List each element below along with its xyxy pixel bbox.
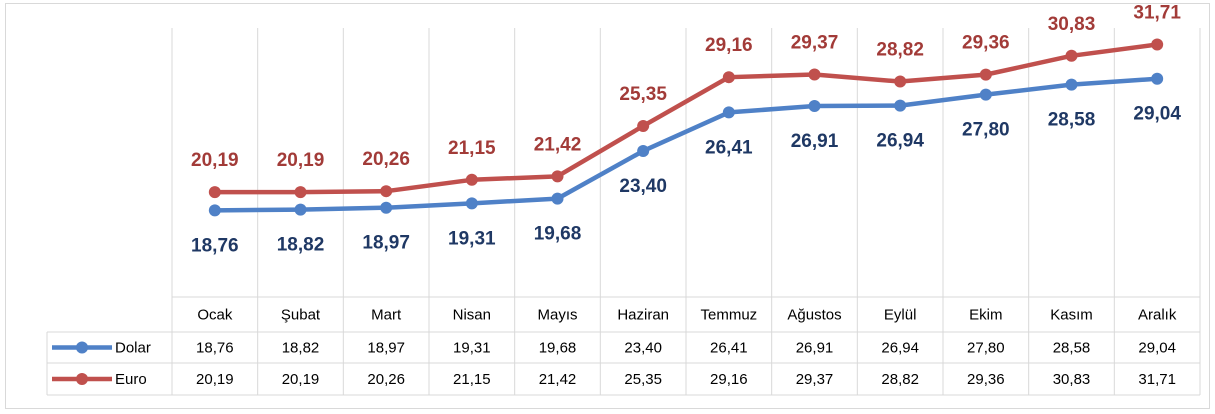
marker: [637, 119, 650, 132]
data-label: 26,91: [791, 131, 839, 152]
data-label: 29,16: [705, 35, 753, 56]
marker: [637, 144, 650, 157]
table-value: 20,19: [282, 371, 320, 388]
marker: [465, 197, 478, 210]
category-label: Aralık: [1138, 306, 1177, 323]
marker: [380, 201, 393, 214]
marker: [1065, 49, 1078, 62]
marker: [808, 100, 821, 113]
table-value: 28,82: [881, 371, 919, 388]
table-value: 26,91: [796, 339, 834, 356]
category-label: Ocak: [197, 306, 233, 323]
data-label: 19,31: [448, 228, 496, 249]
marker: [465, 173, 478, 186]
category-label: Mayıs: [537, 306, 577, 323]
series-line: [214, 76, 1158, 213]
data-label: 29,04: [1133, 104, 1181, 125]
marker: [294, 186, 307, 199]
data-label: 29,37: [791, 33, 839, 54]
data-label: 23,40: [619, 176, 667, 197]
data-label: 30,83: [1048, 14, 1096, 35]
table-value: 29,16: [710, 371, 748, 388]
category-label: Eylül: [884, 306, 917, 323]
table-value: 21,42: [539, 371, 577, 388]
table-value: 18,76: [196, 339, 234, 356]
table-value: 20,26: [367, 371, 405, 388]
legend-label: Dolar: [115, 339, 151, 356]
marker: [722, 71, 735, 84]
category-label: Nisan: [453, 306, 491, 323]
data-label: 20,26: [362, 149, 410, 170]
marker: [1065, 78, 1078, 91]
table-value: 21,15: [453, 371, 491, 388]
data-label: 18,82: [277, 235, 325, 256]
marker: [1151, 38, 1164, 51]
category-label: Haziran: [617, 306, 669, 323]
series-line: [214, 42, 1158, 195]
marker: [208, 204, 221, 217]
marker: [551, 170, 564, 183]
table-value: 19,31: [453, 339, 491, 356]
marker: [894, 75, 907, 88]
marker: [551, 192, 564, 205]
table-value: 25,35: [624, 371, 662, 388]
table-value: 28,58: [1053, 339, 1091, 356]
table-value: 26,41: [710, 339, 748, 356]
table-value: 20,19: [196, 371, 234, 388]
data-label: 20,19: [277, 150, 325, 171]
table-value: 23,40: [624, 339, 662, 356]
data-label: 21,42: [534, 134, 582, 155]
data-label: 25,35: [619, 84, 667, 105]
data-label: 18,97: [362, 233, 410, 254]
category-label: Ekim: [969, 306, 1002, 323]
marker: [979, 88, 992, 101]
marker: [380, 185, 393, 198]
marker: [722, 106, 735, 119]
data-label: 31,71: [1133, 3, 1181, 24]
legend-marker: [76, 341, 88, 354]
category-label: Kasım: [1050, 306, 1093, 323]
legend-marker: [76, 373, 88, 385]
data-label: 26,94: [876, 131, 924, 152]
table-value: 19,68: [539, 339, 577, 356]
table-value: 30,83: [1053, 371, 1091, 388]
marker: [208, 186, 221, 199]
data-label: 28,82: [876, 40, 924, 61]
data-label: 26,41: [705, 137, 753, 158]
marker: [979, 68, 992, 81]
category-label: Şubat: [281, 306, 321, 323]
data-label: 28,58: [1048, 110, 1096, 131]
data-label: 19,68: [534, 224, 582, 245]
legend-label: Euro: [115, 371, 147, 388]
data-label: 27,80: [962, 120, 1010, 141]
table-value: 29,36: [967, 371, 1005, 388]
table-value: 18,82: [282, 339, 320, 356]
data-label: 29,36: [962, 33, 1010, 54]
marker: [294, 203, 307, 216]
table-value: 29,37: [796, 371, 834, 388]
table-value: 27,80: [967, 339, 1005, 356]
category-label: Temmuz: [700, 306, 757, 323]
table-value: 18,97: [367, 339, 405, 356]
marker: [1151, 72, 1164, 85]
data-label: 20,19: [191, 150, 239, 171]
category-label: Mart: [371, 306, 402, 323]
data-label: 18,76: [191, 235, 239, 256]
table-value: 26,94: [881, 339, 919, 356]
data-label: 21,15: [448, 138, 496, 159]
marker: [894, 99, 907, 112]
category-label: Ağustos: [787, 306, 841, 323]
table-value: 29,04: [1138, 339, 1176, 356]
marker: [808, 68, 821, 81]
table-value: 31,71: [1138, 371, 1176, 388]
